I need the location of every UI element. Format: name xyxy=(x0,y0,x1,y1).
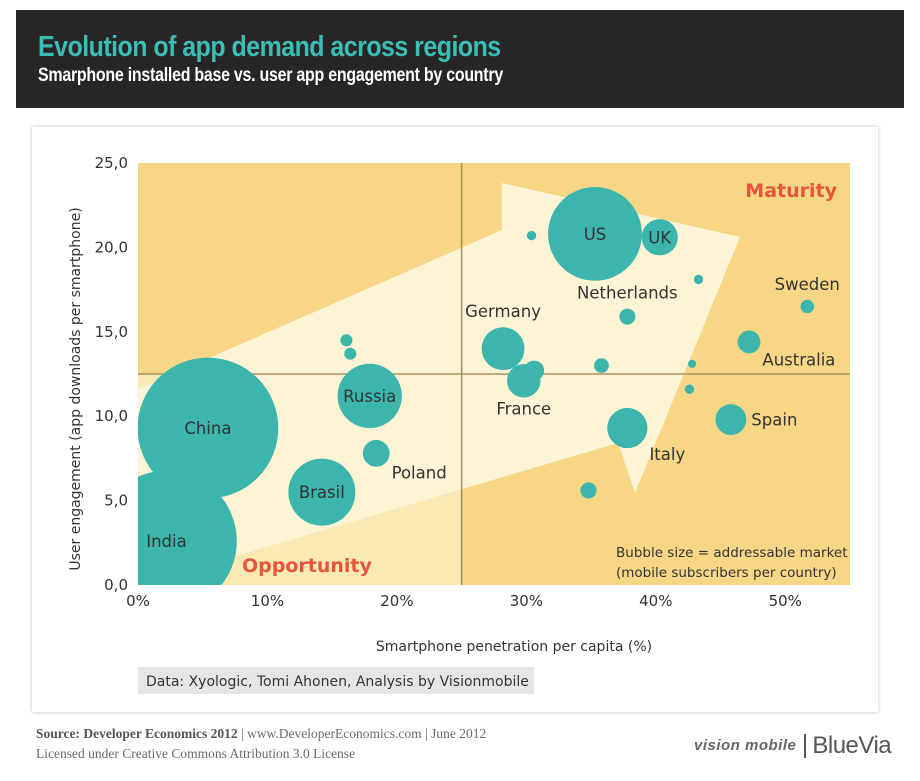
label-sweden: Sweden xyxy=(775,275,840,294)
chart-title: Evolution of app demand across regions xyxy=(38,31,501,63)
bubble-russia xyxy=(337,363,402,429)
bubble-chart: US UK Sweden Netherlands Germany Australia Fra… xyxy=(68,154,850,694)
x-tick-label: 40% xyxy=(639,592,672,610)
bubble-us xyxy=(548,186,642,281)
brand-logos: vision mobile BlueVia xyxy=(694,728,892,764)
bluevia-logo: BlueVia xyxy=(812,732,892,759)
bubble-sweden xyxy=(800,299,814,314)
label-netherlands: Netherlands xyxy=(577,284,678,303)
x-tick-label: 50% xyxy=(769,592,802,610)
footer-source: Source: Developer Economics 2012 | www.D… xyxy=(36,726,486,742)
bubble-brasil xyxy=(288,458,356,526)
bubble-unlabeled xyxy=(688,359,697,368)
y-tick-label: 25,0 xyxy=(95,154,128,172)
footer-source-details: | www.DeveloperEconomics.com | June 2012 xyxy=(237,726,487,741)
label-italy: Italy xyxy=(649,445,685,464)
label-india: India xyxy=(146,532,187,551)
bubble-unlabeled xyxy=(526,230,537,241)
bubble-unlabeled xyxy=(344,347,357,360)
label-germany: Germany xyxy=(465,302,541,321)
bubble-unlabeled xyxy=(684,384,695,394)
bubble-unlabeled xyxy=(524,360,545,381)
bubble-size-note: Bubble size = addressable market xyxy=(616,545,848,561)
label-us: US xyxy=(584,225,607,244)
label-poland: Poland xyxy=(392,464,447,483)
bubble-germany xyxy=(481,327,525,371)
chart-subtitle: Smarphone installed base vs. user app en… xyxy=(38,65,503,86)
bubble-size-note-detail: (mobile subscribers per country) xyxy=(616,565,837,581)
y-axis-label: User engagement (app downloads per smart… xyxy=(68,207,84,570)
bubble-unlabeled xyxy=(340,334,353,347)
chart-card: US UK Sweden Netherlands Germany Australia Fra… xyxy=(32,127,878,712)
bubble-italy xyxy=(607,407,648,449)
label-brasil: Brasil xyxy=(299,483,345,502)
label-france: France xyxy=(496,400,551,419)
label-uk: UK xyxy=(648,228,672,247)
y-tick-label: 0,0 xyxy=(104,576,128,594)
x-axis-label: Smartphone penetration per capita (%) xyxy=(376,639,652,655)
x-tick-label: 0% xyxy=(126,592,150,610)
y-tick-label: 5,0 xyxy=(104,492,128,510)
bubble-australia xyxy=(737,330,761,354)
footer-license: Licensed under Creative Commons Attribut… xyxy=(36,746,356,761)
data-source-box xyxy=(138,667,534,694)
quadrant-label-opportunity: Opportunity xyxy=(242,555,373,577)
data-source-caption: Data: Xyologic, Tomi Ahonen, Analysis by… xyxy=(146,674,529,690)
label-australia: Australia xyxy=(762,350,835,369)
x-tick-label: 30% xyxy=(510,592,543,610)
footer-source-label: Source: Developer Economics 2012 xyxy=(36,726,238,741)
x-tick-label: 10% xyxy=(251,592,284,610)
bubble-uk xyxy=(641,219,678,256)
plot-content xyxy=(138,163,850,585)
bubble-netherlands xyxy=(619,308,636,325)
y-tick-label: 20,0 xyxy=(95,238,128,256)
bubble-unlabeled xyxy=(594,358,609,373)
label-russia: Russia xyxy=(343,387,396,406)
label-spain: Spain xyxy=(751,411,797,430)
y-tick-label: 10,0 xyxy=(95,407,128,425)
bubble-unlabeled xyxy=(580,482,597,499)
bubble-spain xyxy=(715,404,747,435)
bubble-poland xyxy=(362,439,390,467)
header-banner: Evolution of app demand across regions S… xyxy=(16,10,904,108)
label-china: China xyxy=(184,419,231,438)
y-tick-label: 15,0 xyxy=(95,323,128,341)
quadrant-label-maturity: Maturity xyxy=(745,180,837,202)
bubble-china xyxy=(138,357,279,499)
bubble-unlabeled xyxy=(693,274,704,285)
growth-arrow xyxy=(138,183,740,585)
x-tick-label: 20% xyxy=(380,592,413,610)
visionmobile-logo: vision mobile xyxy=(694,737,797,754)
bubble-india xyxy=(138,470,237,585)
logo-divider xyxy=(804,734,807,758)
